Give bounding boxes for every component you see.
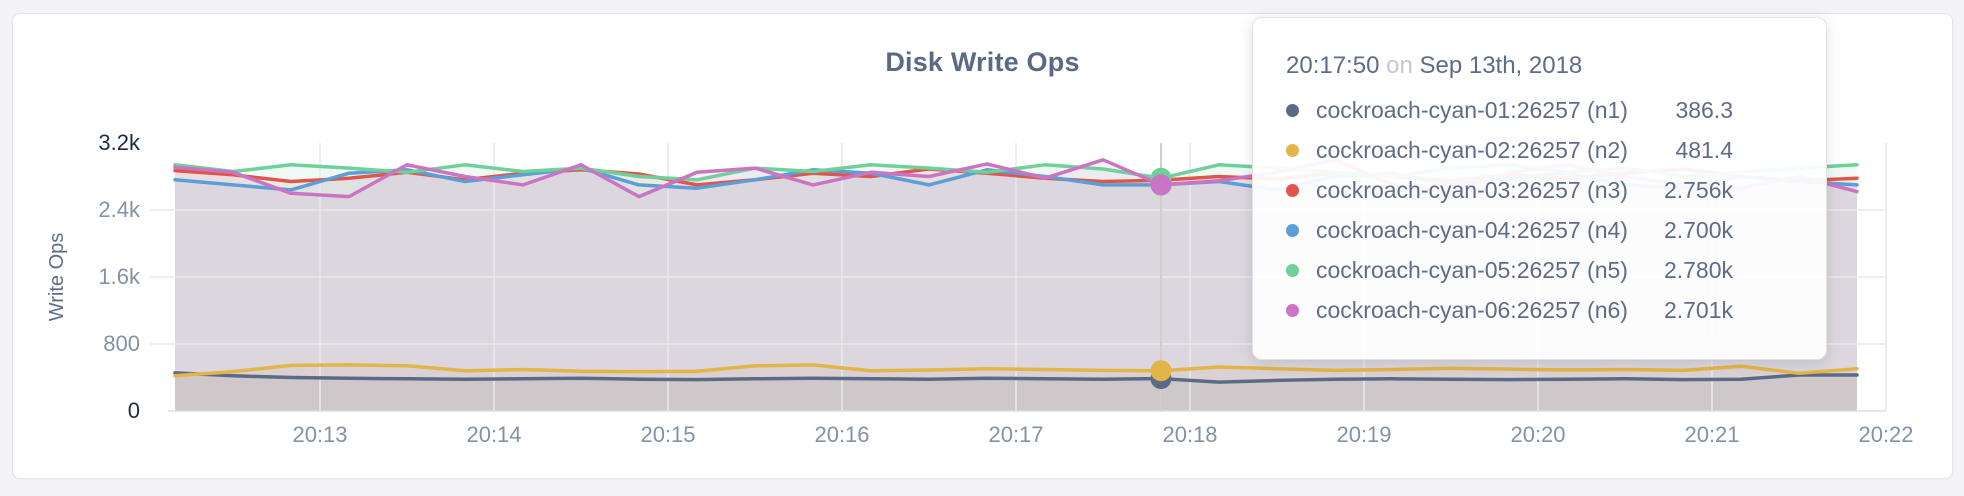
tooltip-series-value: 386.3 bbox=[1675, 96, 1733, 123]
series-color-dot-icon bbox=[1286, 103, 1299, 117]
series-color-dot-icon bbox=[1286, 263, 1299, 277]
tooltip-series-name: cockroach-cyan-01:26257 (n1) bbox=[1316, 96, 1628, 123]
x-tick-label: 20:21 bbox=[1684, 422, 1740, 447]
tooltip-series-value: 2.700k bbox=[1663, 216, 1733, 243]
tooltip-series-row: cockroach-cyan-03:26257 (n3) 2.756k bbox=[1286, 170, 1793, 210]
tooltip-series-rows: cockroach-cyan-01:26257 (n1) 386.3 cockroa… bbox=[1286, 90, 1793, 330]
tooltip-series-row: cockroach-cyan-05:26257 (n5) 2.780k bbox=[1286, 250, 1793, 290]
series-color-dot-icon bbox=[1286, 303, 1299, 317]
tooltip-series-name: cockroach-cyan-04:26257 (n4) bbox=[1316, 216, 1628, 243]
series-line-n1 bbox=[173, 371, 1859, 384]
x-tick-label: 20:16 bbox=[814, 422, 870, 447]
tooltip-series-name: cockroach-cyan-06:26257 (n6) bbox=[1316, 296, 1628, 323]
tooltip-series-name: cockroach-cyan-02:26257 (n2) bbox=[1316, 136, 1628, 163]
y-tick-label: 0 bbox=[127, 398, 140, 423]
x-tick-label: 20:14 bbox=[466, 422, 522, 447]
tooltip-separator: on bbox=[1386, 52, 1413, 79]
series-color-dot-icon bbox=[1286, 223, 1299, 237]
y-tick-label: 2.4k bbox=[98, 197, 140, 222]
tooltip-series-value: 2.701k bbox=[1663, 296, 1733, 323]
tooltip-series-row: cockroach-cyan-06:26257 (n6) 2.701k bbox=[1286, 290, 1793, 330]
x-tick-label: 20:17 bbox=[988, 422, 1044, 447]
x-tick-label: 20:19 bbox=[1336, 422, 1392, 447]
tooltip-series-name: cockroach-cyan-03:26257 (n3) bbox=[1316, 176, 1628, 203]
y-tick-label: 1.6k bbox=[98, 264, 140, 289]
series-color-dot-icon bbox=[1286, 143, 1299, 157]
series-line-n2 bbox=[173, 363, 1859, 378]
hover-point-n2 bbox=[1150, 360, 1172, 382]
tooltip-series-value: 2.756k bbox=[1663, 176, 1733, 203]
x-tick-label: 20:22 bbox=[1858, 422, 1914, 447]
hover-point-n6 bbox=[1150, 174, 1172, 196]
tooltip-series-value: 2.780k bbox=[1663, 256, 1733, 283]
series-color-dot-icon bbox=[1286, 183, 1299, 197]
tooltip-header: 20:17:50 on Sep 13th, 2018 bbox=[1286, 48, 1793, 84]
chart-title: Disk Write Ops bbox=[885, 47, 1080, 77]
tooltip-date: Sep 13th, 2018 bbox=[1419, 52, 1583, 79]
tooltip-time: 20:17:50 bbox=[1286, 52, 1380, 79]
tooltip-series-row: cockroach-cyan-02:26257 (n2) 481.4 bbox=[1286, 130, 1793, 170]
tooltip-series-name: cockroach-cyan-05:26257 (n5) bbox=[1316, 256, 1628, 283]
x-tick-label: 20:15 bbox=[640, 422, 696, 447]
tooltip-series-row: cockroach-cyan-04:26257 (n4) 2.700k bbox=[1286, 210, 1793, 250]
chart-hover-tooltip: 20:17:50 on Sep 13th, 2018 cockroach-cya… bbox=[1252, 17, 1827, 360]
x-tick-label: 20:13 bbox=[292, 422, 348, 447]
y-tick-label: 3.2k bbox=[98, 130, 140, 155]
tooltip-series-value: 481.4 bbox=[1675, 136, 1733, 163]
x-tick-label: 20:18 bbox=[1162, 422, 1218, 447]
x-tick-label: 20:20 bbox=[1510, 422, 1566, 447]
tooltip-series-row: cockroach-cyan-01:26257 (n1) 386.3 bbox=[1286, 90, 1793, 130]
y-tick-label: 800 bbox=[103, 331, 140, 356]
